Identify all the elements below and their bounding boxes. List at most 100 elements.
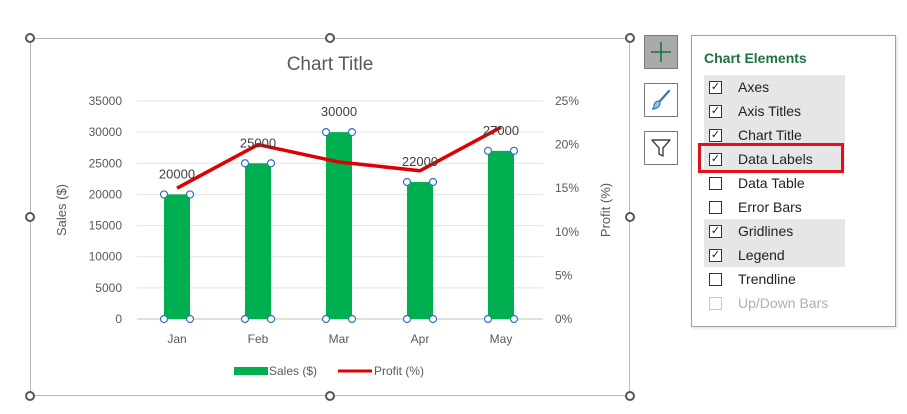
y-tick-label: 5000 (95, 281, 122, 295)
data-labels-highlight (698, 143, 844, 173)
checkbox-unchecked[interactable] (709, 200, 722, 214)
chart-title[interactable]: Chart Title (287, 54, 374, 75)
panel-item-axis-titles[interactable]: ✓ Axis Titles (704, 99, 845, 123)
resize-handle-bottom[interactable] (325, 391, 335, 401)
bar-selection-handle (347, 314, 357, 324)
y-tick-label: 10000 (89, 250, 123, 264)
panel-item-data-table[interactable]: Data Table (704, 171, 845, 195)
panel-item-error-bars[interactable]: Error Bars (704, 195, 845, 219)
panel-item-label: Error Bars (738, 199, 802, 215)
data-label: 20000 (159, 166, 195, 181)
y-tick-label: 15000 (89, 219, 123, 233)
bar-sales (488, 150, 514, 319)
x-tick-label: Apr (411, 332, 430, 346)
y2-tick-label: 20% (555, 138, 579, 152)
resize-handle-bottom-right[interactable] (625, 391, 635, 401)
panel-item-label: Data Labels (738, 151, 813, 167)
checkbox-checked[interactable]: ✓ (709, 80, 722, 94)
bar-selection-handle (185, 314, 195, 324)
bar-selection-handle (402, 177, 412, 187)
checkbox-checked[interactable]: ✓ (709, 224, 722, 238)
bar-selection-handle (159, 314, 169, 324)
chart-elements-button[interactable] (644, 35, 678, 69)
bar-selection-handle (266, 159, 276, 168)
panel-item-legend[interactable]: ✓ Legend (704, 243, 845, 267)
data-label: 27000 (483, 123, 519, 138)
bar-selection-handle (240, 159, 250, 168)
panel-item-gridlines[interactable]: ✓ Gridlines (704, 219, 845, 243)
bar-selection-handle (159, 190, 169, 199)
legend-label-profit: Profit (%) (374, 364, 424, 378)
panel-item-label: Data Table (738, 175, 805, 191)
legend[interactable]: Sales ($) Profit (%) (234, 364, 424, 378)
y-tick-label: 25000 (89, 156, 123, 170)
panel-item-label: Up/Down Bars (738, 295, 829, 311)
x-tick-label: May (490, 332, 513, 346)
panel-item-data-labels[interactable]: ✓ Data Labels (704, 147, 845, 171)
panel-item-trendline[interactable]: Trendline (704, 267, 845, 291)
y2-tick-label: 15% (555, 181, 579, 195)
panel-item-up-down-bars: Up/Down Bars (704, 291, 845, 315)
chart-elements-panel: Chart Elements ✓ Axes ✓ Axis Titles ✓ Chart T… (691, 35, 896, 327)
bar-sales (164, 194, 190, 319)
bar-selection-handle (266, 314, 276, 324)
panel-item-axes[interactable]: ✓ Axes (704, 75, 845, 99)
resize-handle-top-left[interactable] (25, 33, 35, 43)
panel-item-label: Axis Titles (738, 103, 802, 119)
bar-selection-handle (483, 146, 493, 155)
bar-selection-handle (347, 128, 357, 137)
chart-styles-button[interactable] (644, 83, 678, 117)
panel-item-label: Trendline (738, 271, 796, 287)
y2-tick-label: 0% (555, 312, 573, 326)
resize-handle-top[interactable] (325, 33, 335, 43)
checkbox-unchecked[interactable] (709, 272, 722, 286)
bar-selection-handle (509, 146, 519, 155)
data-label: 25000 (240, 135, 276, 150)
paintbrush-icon (651, 89, 671, 110)
y-axis-title[interactable]: Sales ($) (54, 184, 69, 236)
y2-tick-label: 25% (555, 94, 579, 108)
panel-item-label: Chart Title (738, 127, 802, 143)
bar-selection-handle (483, 314, 493, 324)
bar-selection-handle (428, 314, 438, 324)
resize-handle-top-right[interactable] (625, 33, 635, 43)
y2-tick-label: 5% (555, 268, 573, 282)
checkbox-checked[interactable]: ✓ (709, 248, 722, 262)
y-tick-label: 35000 (89, 94, 123, 108)
y-tick-label: 0 (115, 312, 122, 326)
resize-handle-left[interactable] (25, 212, 35, 222)
resize-handle-right[interactable] (625, 212, 635, 222)
panel-item-label: Legend (738, 247, 785, 263)
bar-selection-handle (240, 314, 250, 324)
checkbox-unchecked (709, 296, 722, 310)
bar-sales (407, 181, 433, 319)
bar-selection-handle (321, 314, 331, 324)
panel-item-label: Axes (738, 79, 770, 95)
bar-selection-handle (428, 177, 438, 187)
bar-selection-handle (185, 190, 195, 199)
bar-sales (245, 163, 271, 319)
checkbox-checked[interactable]: ✓ (709, 104, 722, 118)
bar-selection-handle (321, 128, 331, 137)
checkbox-unchecked[interactable] (709, 176, 722, 190)
data-label: 22000 (402, 154, 438, 169)
checkbox-checked[interactable]: ✓ (709, 152, 722, 166)
panel-item-label: Gridlines (738, 223, 794, 239)
panel-title: Chart Elements (704, 50, 807, 66)
bar-selection-handle (402, 314, 412, 324)
line-profit (176, 125, 502, 190)
checkbox-checked[interactable]: ✓ (709, 128, 722, 142)
data-label: 30000 (321, 104, 357, 119)
y-tick-label: 30000 (89, 125, 123, 139)
legend-label-sales: Sales ($) (269, 364, 317, 378)
bar-selection-handle (509, 314, 519, 324)
x-tick-label: Feb (248, 332, 269, 346)
resize-handle-bottom-left[interactable] (25, 391, 35, 401)
legend-swatch-sales (234, 367, 268, 375)
y-tick-label: 20000 (89, 187, 123, 201)
y2-axis-title[interactable]: Profit (%) (598, 183, 613, 237)
y2-tick-label: 10% (555, 225, 579, 239)
x-tick-label: Jan (167, 332, 186, 346)
chart-filters-button[interactable] (644, 131, 678, 165)
